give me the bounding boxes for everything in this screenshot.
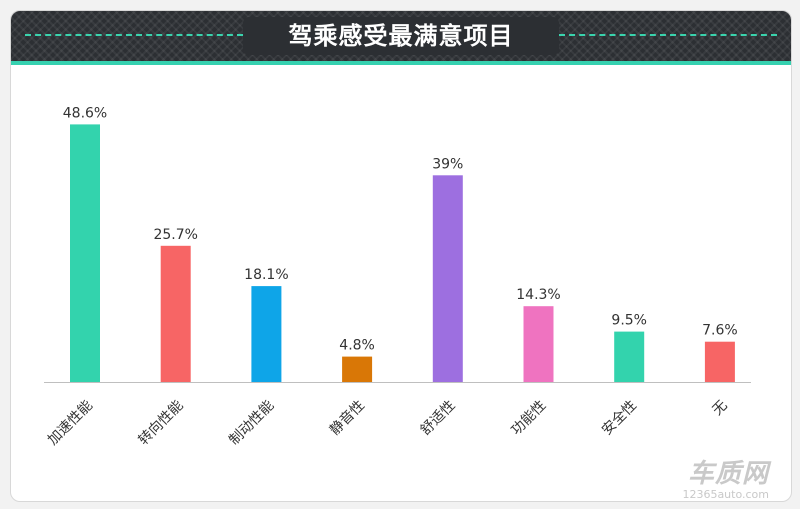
- data-label-0: 48.6%: [63, 105, 107, 121]
- bar-0: [70, 124, 100, 383]
- chart-card: 驾乘感受最满意项目 48.6% 加速性能 25.7% 转向性能 18.1% 制动性能 4.8…: [10, 10, 792, 502]
- watermark: 车质网 12365auto.com: [682, 453, 769, 501]
- chart-header: 驾乘感受最满意项目: [11, 11, 791, 61]
- bar-3: [342, 356, 373, 382]
- watermark-url: 12365auto.com: [682, 488, 769, 501]
- data-label-5: 14.3%: [516, 287, 560, 303]
- data-label-2: 18.1%: [244, 267, 288, 283]
- category-label-1: 转向性能: [136, 398, 187, 449]
- bar-7: [704, 341, 735, 382]
- bar-4: [432, 175, 463, 382]
- data-label-7: 7.6%: [702, 323, 738, 339]
- chart-title: 驾乘感受最满意项目: [243, 17, 559, 55]
- header-decoration-right: [559, 34, 777, 36]
- watermark-brand: 车质网: [687, 459, 769, 489]
- category-label-3: 静音性: [326, 397, 368, 439]
- category-label-6: 安全性: [598, 397, 640, 439]
- category-label-4: 舒适性: [418, 398, 459, 439]
- bar-6: [614, 331, 645, 382]
- bar-chart: 48.6% 加速性能 25.7% 转向性能 18.1% 制动性能 4.8% 静音性 39% 舒适性…: [44, 105, 751, 449]
- bar-1: [160, 245, 191, 382]
- data-label-4: 39%: [432, 156, 463, 172]
- data-label-6: 9.5%: [611, 313, 647, 329]
- bar-2: [251, 286, 282, 382]
- data-label-1: 25.7%: [153, 227, 197, 243]
- header-decoration-left: [25, 34, 243, 36]
- data-label-3: 4.8%: [339, 338, 375, 354]
- header-accent-bar: [11, 61, 791, 65]
- category-label-7: 无: [710, 398, 731, 419]
- category-label-0: 加速性能: [45, 398, 96, 449]
- category-label-2: 制动性能: [226, 398, 277, 449]
- category-label-5: 功能性: [508, 398, 549, 439]
- bar-5: [523, 306, 554, 382]
